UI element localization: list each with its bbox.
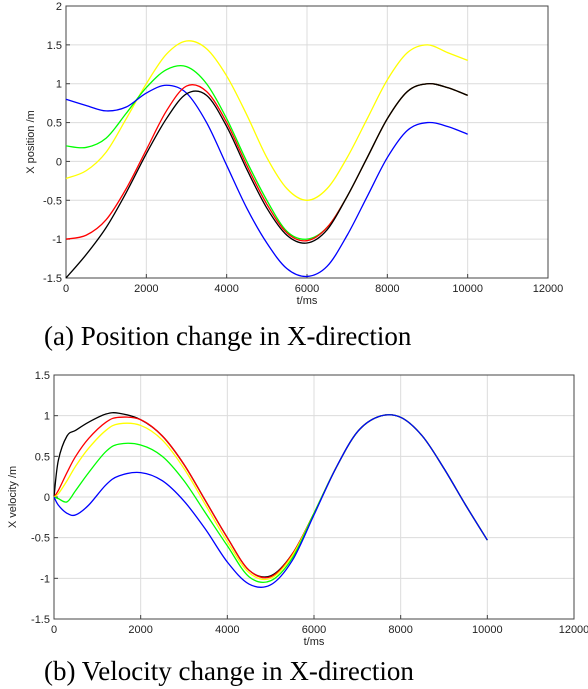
series-line-0: [65, 40, 468, 201]
y-tick-label: -1.5: [31, 614, 50, 626]
y-tick-label: -0.5: [31, 533, 50, 545]
series-line-4: [65, 82, 468, 279]
axes-frame: [65, 5, 549, 279]
y-tick-label: 0.5: [35, 451, 50, 463]
series-line-4: [53, 414, 488, 588]
x-tick-label: 12000: [559, 624, 588, 636]
y-tick-label: 0: [44, 492, 50, 504]
x-tick-label: 10000: [472, 624, 503, 636]
x-tick-label: 0: [63, 283, 69, 295]
x-tick-label: 8000: [388, 624, 412, 636]
x-tick-label: 6000: [302, 624, 326, 636]
y-tick-label: 0: [56, 156, 62, 168]
y-tick-label: 1.5: [47, 40, 62, 52]
y-tick-label: -1: [40, 573, 50, 585]
x-axis-label: t/ms: [297, 295, 318, 307]
x-tick-label: 0: [51, 624, 57, 636]
y-tick-label: -1.5: [43, 273, 62, 285]
x-tick-label: 2000: [128, 624, 152, 636]
caption-b: (b) Velocity change in X-direction: [44, 656, 414, 686]
y-axis-label: X velocity /m: [7, 466, 19, 528]
y-tick-label: 2: [56, 1, 62, 13]
y-tick-label: 1: [44, 411, 50, 423]
caption-a: (a) Position change in X-direction: [44, 321, 412, 351]
position-chart: 0 2000 4000 6000 8000 10000 12000 -1.5 -1 -0.5 0 0.…: [25, 1, 563, 307]
x-tick-label: 6000: [295, 283, 319, 295]
y-tick-label: 0.5: [47, 118, 62, 130]
y-tick-label: 1: [56, 79, 62, 91]
series-line-2: [65, 84, 468, 278]
velocity-chart: 0 2000 4000 6000 8000 10000 12000 -1.5 -1 -0.5 0 0.…: [7, 370, 588, 648]
x-tick-label: 12000: [533, 283, 564, 295]
x-axis-label: t/ms: [304, 636, 325, 648]
y-tick-label: -1: [52, 234, 62, 246]
y-tick-label: -0.5: [43, 195, 62, 207]
x-tick-label: 4000: [214, 283, 238, 295]
x-tick-label: 2000: [134, 283, 158, 295]
x-tick-label: 8000: [375, 283, 399, 295]
y-tick-label: 1.5: [35, 370, 50, 382]
x-tick-label: 10000: [452, 283, 483, 295]
y-axis-label: X position /m: [25, 110, 37, 174]
x-tick-label: 4000: [215, 624, 239, 636]
